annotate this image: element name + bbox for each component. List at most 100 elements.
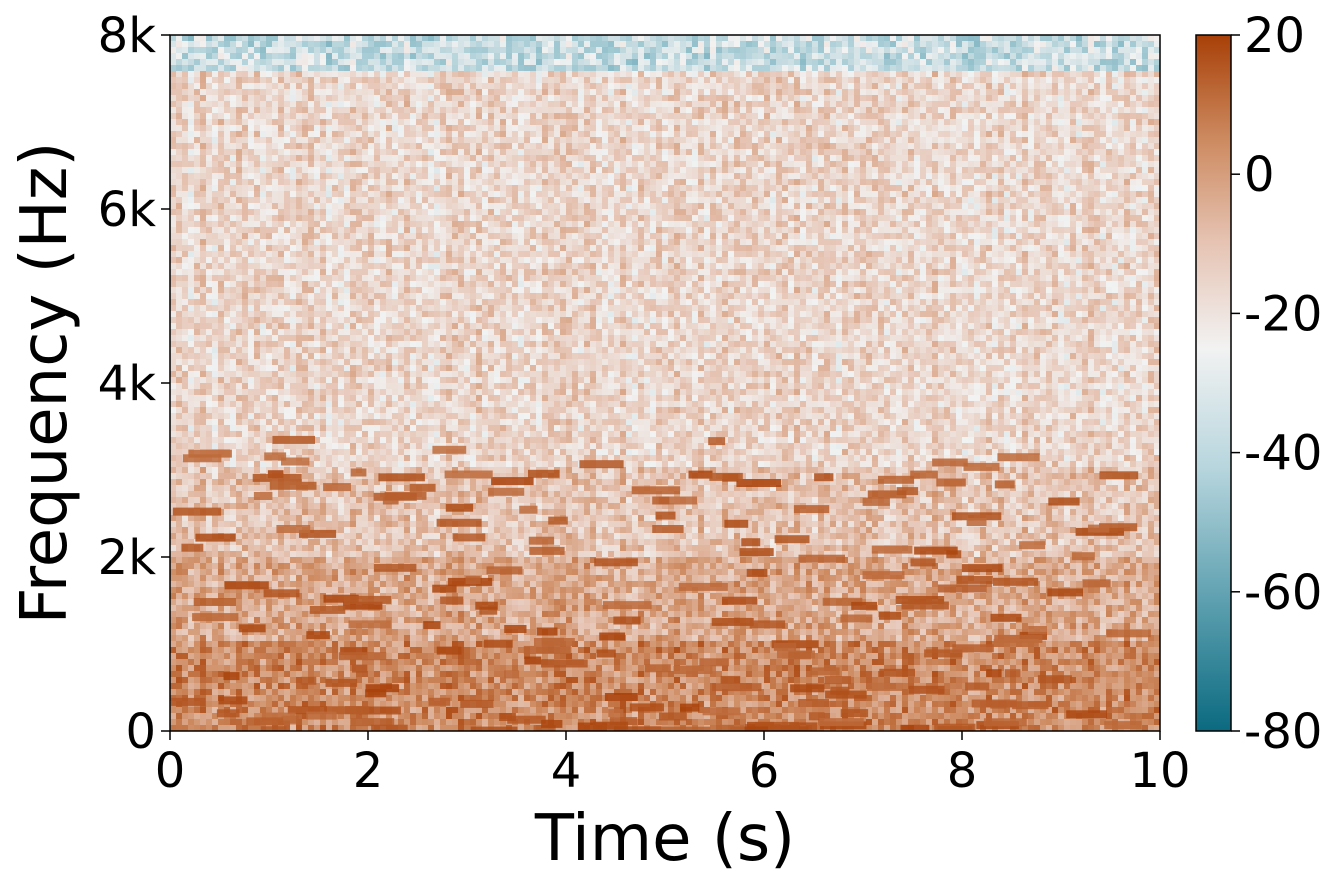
heatmap-cell: [254, 575, 261, 582]
heatmap-cell: [410, 47, 417, 54]
heatmap-cell: [320, 491, 327, 498]
heatmap-cell: [314, 689, 321, 696]
heatmap-cell: [416, 701, 423, 708]
heatmap-cell: [248, 83, 255, 90]
heatmap-cell: [170, 203, 177, 210]
heatmap-cell: [350, 173, 357, 180]
heatmap-cell: [302, 161, 309, 168]
heatmap-cell: [374, 323, 381, 330]
heatmap-cell: [404, 311, 411, 318]
heatmap-cell: [284, 59, 291, 66]
heatmap-cell: [392, 149, 399, 156]
heatmap-cell: [350, 191, 357, 198]
heatmap-cell: [212, 287, 219, 294]
heatmap-cell: [284, 341, 291, 348]
heatmap-cell: [170, 593, 177, 600]
heatmap-cell: [392, 365, 399, 372]
heatmap-cell: [182, 83, 189, 90]
heatmap-cell: [170, 635, 177, 642]
heatmap-cell: [422, 269, 429, 276]
heatmap-cell: [416, 467, 423, 474]
heatmap-cell: [350, 41, 357, 48]
heatmap-cell: [284, 533, 291, 540]
heatmap-cell: [260, 341, 267, 348]
heatmap-cell: [176, 299, 183, 306]
heatmap-cell: [248, 263, 255, 270]
heatmap-cell: [260, 41, 267, 48]
heatmap-cell: [356, 629, 363, 636]
heatmap-cell: [308, 467, 315, 474]
heatmap-cell: [200, 425, 207, 432]
heatmap-cell: [248, 491, 255, 498]
heatmap-cell: [302, 65, 309, 72]
heatmap-cell: [296, 245, 303, 252]
heatmap-cell: [188, 53, 195, 60]
heatmap-cell: [332, 473, 339, 480]
heatmap-cell: [200, 689, 207, 696]
heatmap-cell: [362, 125, 369, 132]
heatmap-cell: [386, 35, 393, 42]
heatmap-cell: [362, 575, 369, 582]
heatmap-cell: [230, 233, 237, 240]
heatmap-cell: [422, 155, 429, 162]
heatmap-cell: [332, 35, 339, 42]
heatmap-cell: [308, 191, 315, 198]
heatmap-cell: [188, 527, 195, 534]
heatmap-cell: [272, 251, 279, 258]
heatmap-cell: [290, 647, 297, 654]
heatmap-cell: [242, 293, 249, 300]
heatmap-cell: [182, 533, 189, 540]
heatmap-cell: [194, 479, 201, 486]
heatmap-cell: [230, 179, 237, 186]
heatmap-cell: [212, 491, 219, 498]
heatmap-cell: [332, 239, 339, 246]
heatmap-cell: [398, 629, 405, 636]
heatmap-cell: [386, 299, 393, 306]
heatmap-cell: [344, 107, 351, 114]
heatmap-cell: [356, 257, 363, 264]
heatmap-cell: [176, 305, 183, 312]
heatmap-cell: [326, 665, 333, 672]
heatmap-cell: [194, 323, 201, 330]
heatmap-cell: [296, 161, 303, 168]
heatmap-cell: [278, 47, 285, 54]
heatmap-cell: [368, 545, 375, 552]
heatmap-cell: [320, 347, 327, 354]
heatmap-cell: [242, 461, 249, 468]
heatmap-cell: [206, 101, 213, 108]
heatmap-cell: [404, 419, 411, 426]
heatmap-cell: [230, 299, 237, 306]
heatmap-cell: [392, 281, 399, 288]
heatmap-cell: [272, 389, 279, 396]
heatmap-cell: [218, 581, 225, 588]
heatmap-cell: [266, 671, 273, 678]
heatmap-cell: [170, 569, 177, 576]
heatmap-cell: [206, 161, 213, 168]
heatmap-cell: [368, 119, 375, 126]
heatmap-cell: [392, 197, 399, 204]
heatmap-cell: [338, 527, 345, 534]
heatmap-cell: [404, 191, 411, 198]
heatmap-cell: [422, 563, 429, 570]
heatmap-cell: [188, 371, 195, 378]
heatmap-cell: [302, 233, 309, 240]
heatmap-cell: [380, 371, 387, 378]
heatmap-cell: [200, 125, 207, 132]
heatmap-cell: [410, 53, 417, 60]
heatmap-cell: [374, 383, 381, 390]
heatmap-cell: [266, 407, 273, 414]
heatmap-cell: [200, 179, 207, 186]
heatmap-cell: [188, 473, 195, 480]
heatmap-cell: [170, 689, 177, 696]
heatmap-cell: [206, 425, 213, 432]
heatmap-cell: [182, 335, 189, 342]
heatmap-cell: [326, 197, 333, 204]
heatmap-cell: [236, 551, 243, 558]
heatmap-cell: [260, 257, 267, 264]
heatmap-cell: [356, 287, 363, 294]
heatmap-cell: [224, 413, 231, 420]
heatmap-cell: [200, 137, 207, 144]
heatmap-cell: [338, 545, 345, 552]
heatmap-cell: [170, 59, 177, 66]
heatmap-cell: [308, 545, 315, 552]
